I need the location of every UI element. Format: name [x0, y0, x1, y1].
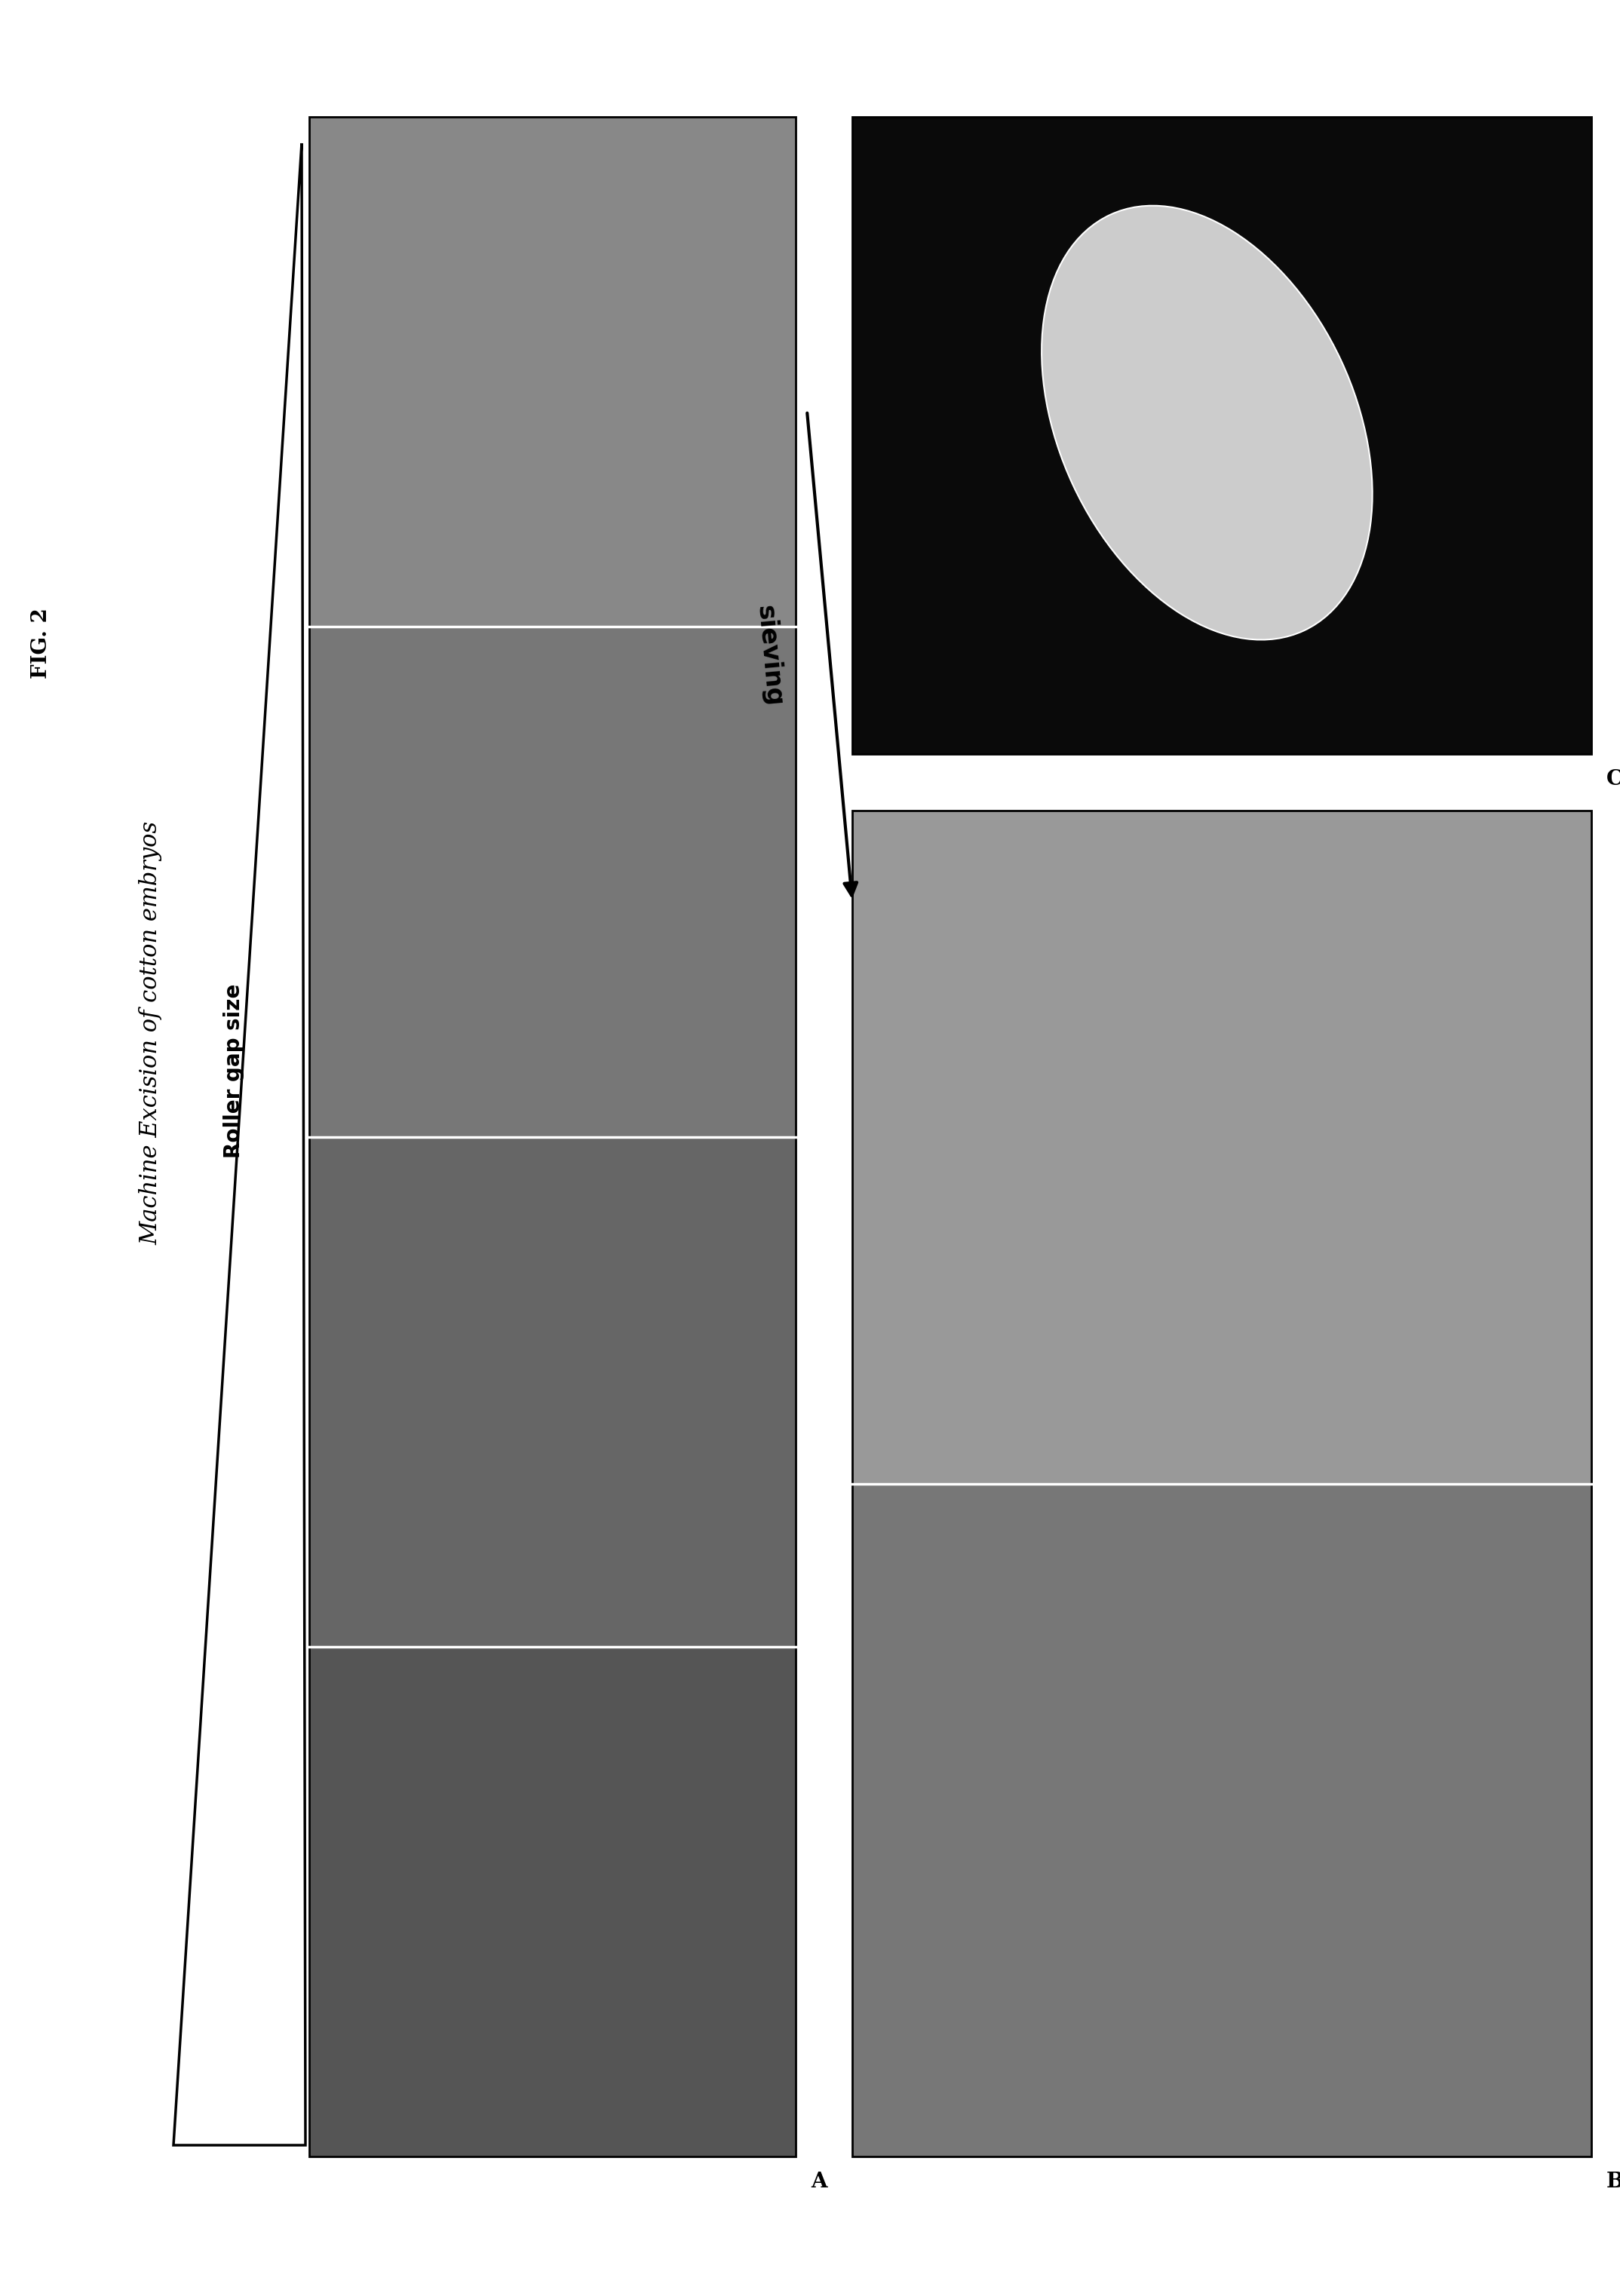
- Polygon shape: [173, 142, 306, 2144]
- Bar: [309, 117, 795, 627]
- Bar: [309, 1137, 795, 1646]
- Text: C: C: [1607, 769, 1620, 790]
- Ellipse shape: [1042, 207, 1372, 641]
- Bar: [309, 117, 795, 2156]
- Bar: [852, 117, 1591, 753]
- Text: Roller gap size: Roller gap size: [224, 983, 245, 1157]
- Text: B: B: [1607, 2172, 1620, 2193]
- Bar: [852, 1483, 1591, 2156]
- Text: Machine Excision of cotton embryos: Machine Excision of cotton embryos: [139, 822, 162, 1244]
- Bar: [309, 627, 795, 1137]
- Text: sieving: sieving: [752, 604, 786, 707]
- Text: A: A: [810, 2172, 828, 2193]
- Bar: [309, 1646, 795, 2156]
- Bar: [852, 810, 1591, 2156]
- Text: FIG. 2: FIG. 2: [31, 608, 52, 677]
- Bar: [852, 810, 1591, 1483]
